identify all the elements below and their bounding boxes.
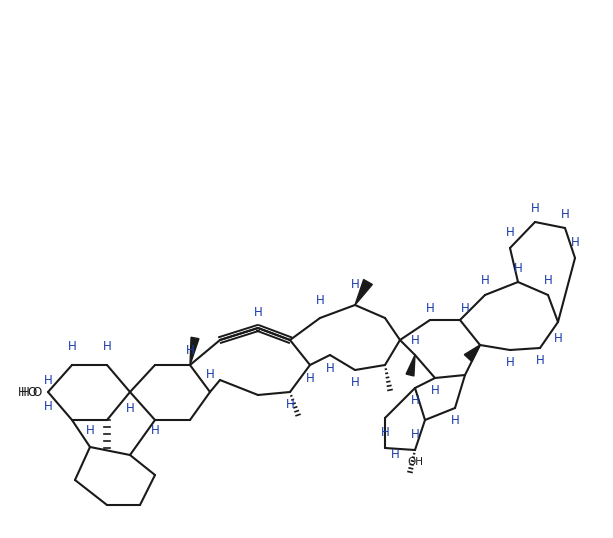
Text: H: H	[390, 449, 400, 462]
Text: H: H	[411, 334, 419, 346]
Text: H: H	[411, 428, 419, 442]
Text: H: H	[460, 301, 470, 315]
Text: H: H	[506, 356, 514, 369]
Polygon shape	[190, 337, 199, 365]
Polygon shape	[406, 355, 415, 376]
Text: O: O	[32, 386, 42, 399]
Text: H: H	[286, 399, 294, 412]
Text: H: H	[254, 306, 262, 318]
Text: H: H	[506, 225, 514, 238]
Polygon shape	[464, 345, 480, 362]
Text: H: H	[451, 414, 459, 427]
Text: H: H	[102, 341, 112, 353]
Text: H: H	[531, 202, 539, 215]
Text: H: H	[306, 372, 314, 385]
Text: H: H	[351, 279, 359, 292]
Text: H: H	[481, 273, 489, 287]
Text: H: H	[21, 386, 29, 399]
Text: H: H	[554, 331, 562, 344]
Text: H: H	[561, 209, 569, 222]
Polygon shape	[355, 280, 372, 305]
Text: H: H	[536, 353, 544, 366]
Text: H: H	[381, 426, 389, 438]
Text: H: H	[351, 377, 359, 390]
Text: H: H	[205, 369, 215, 381]
Text: H: H	[44, 400, 52, 413]
Text: H: H	[425, 301, 435, 315]
Text: OH: OH	[407, 457, 423, 467]
Text: H: H	[186, 343, 194, 357]
Text: H: H	[67, 341, 77, 353]
Text: H: H	[126, 401, 134, 414]
Text: H: H	[151, 423, 159, 436]
Text: H: H	[411, 393, 419, 407]
Text: H: H	[18, 386, 26, 399]
Text: H: H	[544, 273, 552, 287]
Text: H: H	[430, 384, 440, 397]
Text: H: H	[86, 423, 94, 436]
Text: O: O	[28, 386, 37, 399]
Text: H: H	[571, 236, 579, 249]
Text: H: H	[316, 294, 324, 307]
Text: H: H	[514, 261, 522, 274]
Text: H: H	[326, 362, 334, 374]
Text: H: H	[44, 373, 52, 386]
